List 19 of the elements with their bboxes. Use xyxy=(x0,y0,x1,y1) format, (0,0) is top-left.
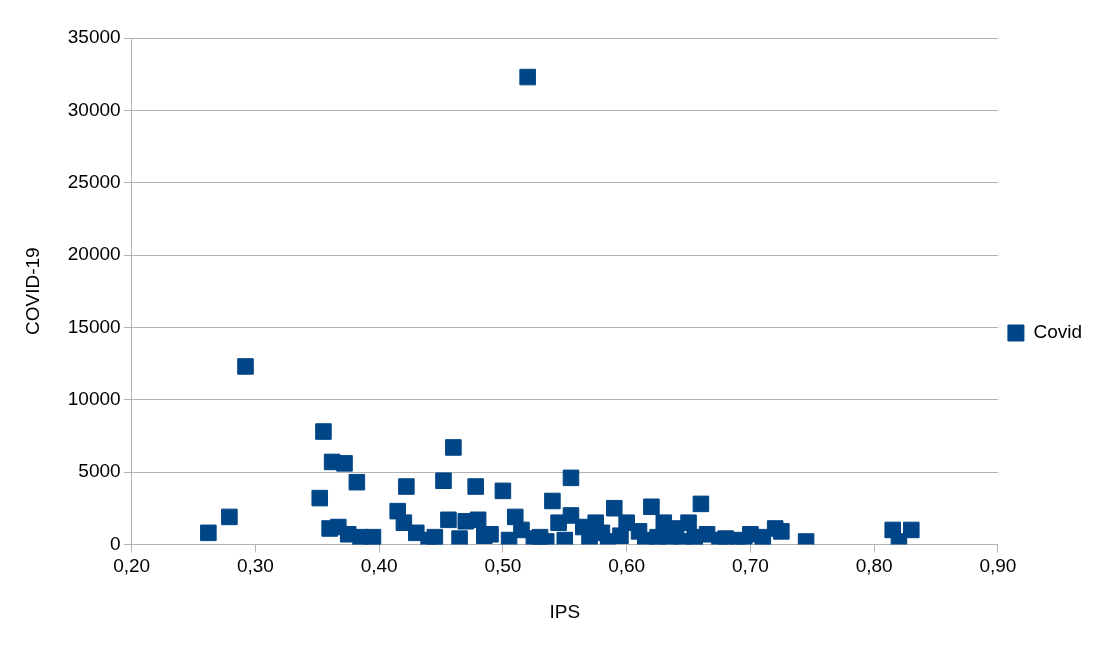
x-tick-label: 0,40 xyxy=(360,555,398,577)
x-tick-label: 0,50 xyxy=(484,555,522,577)
x-tick-label: 0,20 xyxy=(113,555,151,577)
y-tick-label: 0 xyxy=(110,532,121,554)
x-tick-label: 0,70 xyxy=(731,555,769,577)
y-tick-label: 5000 xyxy=(78,460,121,482)
y-tick-label: 10000 xyxy=(67,387,121,409)
x-tick-label: 0,80 xyxy=(855,555,893,577)
y-tick-label: 20000 xyxy=(67,243,121,265)
x-tick-label: 0,30 xyxy=(236,555,274,577)
y-tick-label: 30000 xyxy=(67,98,121,120)
x-tick-label: 0,90 xyxy=(979,555,1017,577)
y-tick-label: 15000 xyxy=(67,315,121,337)
y-tick-label: 35000 xyxy=(67,26,121,48)
x-tick-label: 0,60 xyxy=(608,555,646,577)
legend-label: Covid xyxy=(1033,321,1082,343)
y-axis-title: COVID-19 xyxy=(21,247,43,336)
y-tick-label: 25000 xyxy=(67,170,121,192)
x-axis-title: IPS xyxy=(549,600,581,622)
